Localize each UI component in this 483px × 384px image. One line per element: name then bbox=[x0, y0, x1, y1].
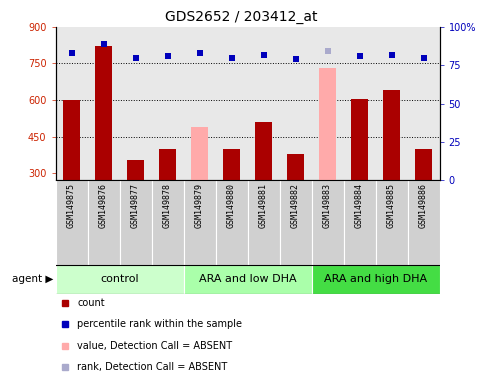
Text: GSM149885: GSM149885 bbox=[387, 183, 396, 228]
Bar bbox=[312, 265, 440, 294]
Bar bbox=[184, 265, 312, 294]
Bar bbox=[95, 46, 113, 180]
Bar bbox=[215, 180, 248, 265]
Text: ARA and low DHA: ARA and low DHA bbox=[199, 274, 297, 285]
Text: GSM149881: GSM149881 bbox=[259, 183, 268, 228]
Text: GSM149878: GSM149878 bbox=[163, 183, 172, 228]
Bar bbox=[415, 149, 432, 180]
Text: GSM149884: GSM149884 bbox=[355, 183, 364, 228]
Bar bbox=[255, 122, 272, 180]
Bar bbox=[312, 180, 343, 265]
Text: GDS2652 / 203412_at: GDS2652 / 203412_at bbox=[165, 10, 318, 23]
Text: count: count bbox=[77, 298, 105, 308]
Text: control: control bbox=[100, 274, 139, 285]
Bar bbox=[351, 99, 369, 180]
Bar bbox=[63, 100, 80, 180]
Bar bbox=[408, 180, 440, 265]
Bar bbox=[56, 180, 87, 265]
Bar bbox=[223, 149, 241, 180]
Text: GSM149880: GSM149880 bbox=[227, 183, 236, 228]
Bar bbox=[56, 265, 184, 294]
Text: GSM149877: GSM149877 bbox=[131, 183, 140, 228]
Bar bbox=[184, 180, 215, 265]
Text: GSM149876: GSM149876 bbox=[99, 183, 108, 228]
Text: GSM149883: GSM149883 bbox=[323, 183, 332, 228]
Text: GSM149882: GSM149882 bbox=[291, 183, 300, 228]
Bar bbox=[376, 180, 408, 265]
Bar bbox=[120, 180, 152, 265]
Bar bbox=[159, 149, 176, 180]
Bar bbox=[343, 180, 376, 265]
Bar bbox=[87, 180, 120, 265]
Bar bbox=[280, 180, 312, 265]
Bar bbox=[191, 127, 208, 180]
Bar bbox=[383, 90, 400, 180]
Bar bbox=[248, 180, 280, 265]
Text: GSM149879: GSM149879 bbox=[195, 183, 204, 228]
Bar bbox=[319, 68, 336, 180]
Text: GSM149886: GSM149886 bbox=[419, 183, 428, 228]
Text: ARA and high DHA: ARA and high DHA bbox=[324, 274, 427, 285]
Text: rank, Detection Call = ABSENT: rank, Detection Call = ABSENT bbox=[77, 362, 227, 372]
Text: percentile rank within the sample: percentile rank within the sample bbox=[77, 319, 242, 329]
Bar bbox=[127, 160, 144, 180]
Bar bbox=[287, 154, 304, 180]
Text: value, Detection Call = ABSENT: value, Detection Call = ABSENT bbox=[77, 341, 232, 351]
Text: GSM149875: GSM149875 bbox=[67, 183, 76, 228]
Text: agent ▶: agent ▶ bbox=[12, 274, 53, 285]
Bar bbox=[152, 180, 184, 265]
